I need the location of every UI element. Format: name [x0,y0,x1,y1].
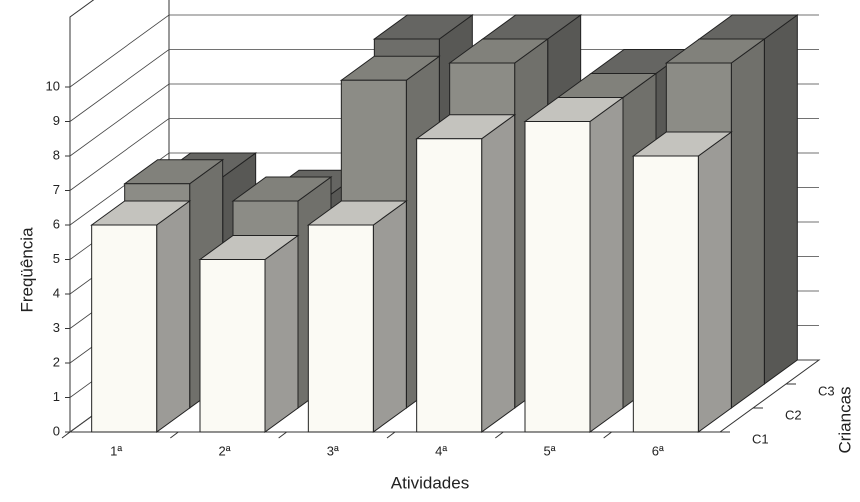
bar [632,155,699,433]
y-tick-label: 10 [46,78,60,93]
bar [307,224,374,433]
y-tick-label: 6 [53,216,60,231]
bar [91,224,158,433]
bar [524,121,591,433]
grid-line [69,14,819,88]
y-tick-label: 8 [53,147,60,162]
x-tick-label: 4ª [435,443,447,458]
tick-mark [61,431,71,439]
bar-side [697,131,732,433]
y-tick-label: 3 [53,320,60,335]
x-tick-label: 1ª [110,443,122,458]
bar-side [763,14,798,385]
tick-mark [603,431,612,439]
bar-side [589,96,624,433]
y-axis-title: Freqüência [17,227,36,313]
y-tick-label: 2 [53,354,60,369]
y-tick-label: 7 [53,182,60,197]
tick-mark [386,431,396,439]
bar-side [481,113,516,433]
y-tick-label: 4 [53,285,60,300]
x-tick-label: 5ª [543,443,555,458]
bar [199,259,266,433]
x-tick-label: 6ª [652,443,664,458]
legend-label: C1 [752,431,769,446]
z-axis-title: Criancas [835,386,854,453]
legend-label: C2 [785,407,802,422]
bar-side [372,200,407,433]
legend-label: C3 [818,383,835,398]
tick-mark [170,431,179,439]
bar [416,138,483,433]
x-axis-title: Atividades [391,473,469,492]
bar-side [264,234,299,433]
y-tick-label: 1 [53,389,60,404]
y-tick-label: 9 [53,113,60,128]
y-tick-label: 0 [53,423,60,438]
x-tick-label: 2ª [218,443,230,458]
y-tick-label: 5 [53,251,60,266]
tick-mark [495,431,504,439]
tick-mark [278,431,287,439]
x-tick-label: 3ª [327,443,339,458]
grid-line [69,49,819,122]
bar-side [730,38,765,409]
bar-side [156,200,191,433]
